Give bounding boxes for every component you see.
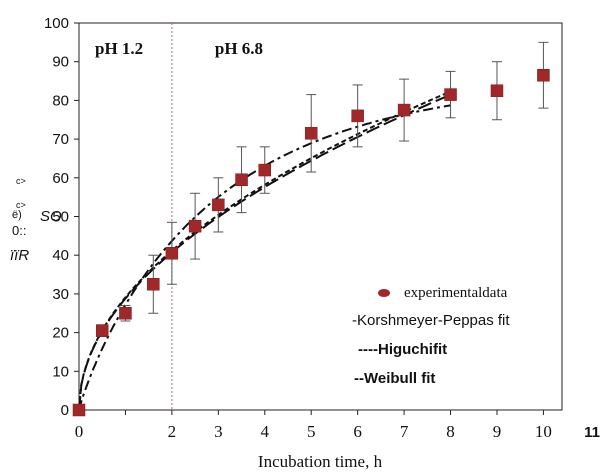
y-tick-label: 40 — [52, 247, 69, 264]
y-tick-label: 10 — [52, 363, 69, 380]
y-axis-ticks: 0 10 20 30 40 50 60 70 80 90 100 — [44, 15, 79, 419]
phase-annotation: pH 1.2 pH 6.8 — [95, 23, 263, 410]
data-point — [212, 198, 225, 212]
y-tick-label: 0 — [61, 402, 69, 419]
x-tick-label: 8 — [446, 422, 455, 441]
legend: experimentaldata -Korshmeyer-Peppas fit --… — [352, 285, 510, 387]
legend-label: --Weibull fit — [354, 370, 435, 387]
fit-curves — [78, 90, 451, 411]
data-point — [304, 127, 318, 140]
y-tick-label: 100 — [44, 15, 69, 32]
y-axis-label-fragment: 0:: — [12, 223, 26, 238]
x-tick-label: 7 — [400, 422, 409, 441]
x-tick-label: 0 — [75, 422, 84, 441]
x-axis-label: Incubation time, h — [258, 452, 383, 471]
fit-curve — [78, 104, 451, 411]
legend-label: experimentaldata — [404, 285, 508, 301]
legend-label: -Korshmeyer-Peppas fit — [352, 312, 510, 329]
x-tick-label: 11 — [584, 424, 600, 441]
data-point — [490, 84, 504, 97]
legend-label: ----Higuchifit — [358, 341, 447, 358]
legend-marker — [378, 289, 390, 297]
x-tick-label: 2 — [168, 422, 177, 441]
y-tick-label: 80 — [52, 92, 69, 109]
plot-frame — [78, 22, 563, 411]
phase-right-label: pH 6.8 — [215, 39, 263, 58]
axes — [78, 22, 563, 411]
y-tick-label: 30 — [52, 286, 69, 303]
data-point — [72, 403, 86, 417]
y-axis-label-fragment: ïïR — [10, 247, 29, 264]
x-axis-ticks: 0 2 3 4 5 6 7 8 9 10 11 — [75, 410, 600, 441]
y-tick-label: 60 — [52, 170, 69, 187]
data-point — [351, 109, 364, 123]
data-point — [165, 247, 179, 260]
y-axis-label-fragment: SO — [40, 208, 62, 225]
y-tick-label: 50 — [52, 209, 69, 226]
x-tick-label: 4 — [261, 422, 270, 441]
data-point — [95, 324, 109, 337]
y-axis-label-fragment: ë) — [12, 209, 22, 221]
x-tick-label: 10 — [535, 422, 552, 441]
data-point — [147, 277, 160, 291]
fit-curve — [78, 93, 451, 411]
data-point — [188, 219, 202, 233]
x-tick-label: 3 — [214, 422, 223, 441]
x-tick-label: 5 — [307, 422, 316, 441]
y-axis-label-fragment: c> — [16, 176, 26, 186]
data-point — [235, 173, 248, 186]
data-point — [258, 163, 272, 177]
data-point — [397, 103, 411, 117]
y-tick-label: 90 — [52, 54, 69, 71]
y-axis-label-fragment: c> — [16, 200, 26, 210]
y-tick-label: 20 — [52, 325, 69, 342]
fit-curve — [78, 90, 451, 411]
data-point — [537, 68, 550, 82]
x-tick-label: 6 — [353, 422, 362, 441]
data-point — [444, 88, 457, 101]
x-tick-label: 9 — [493, 422, 502, 441]
phase-left-label: pH 1.2 — [95, 39, 143, 58]
data-point — [119, 307, 132, 320]
experimental-points — [72, 41, 550, 417]
y-tick-label: 70 — [52, 131, 69, 148]
